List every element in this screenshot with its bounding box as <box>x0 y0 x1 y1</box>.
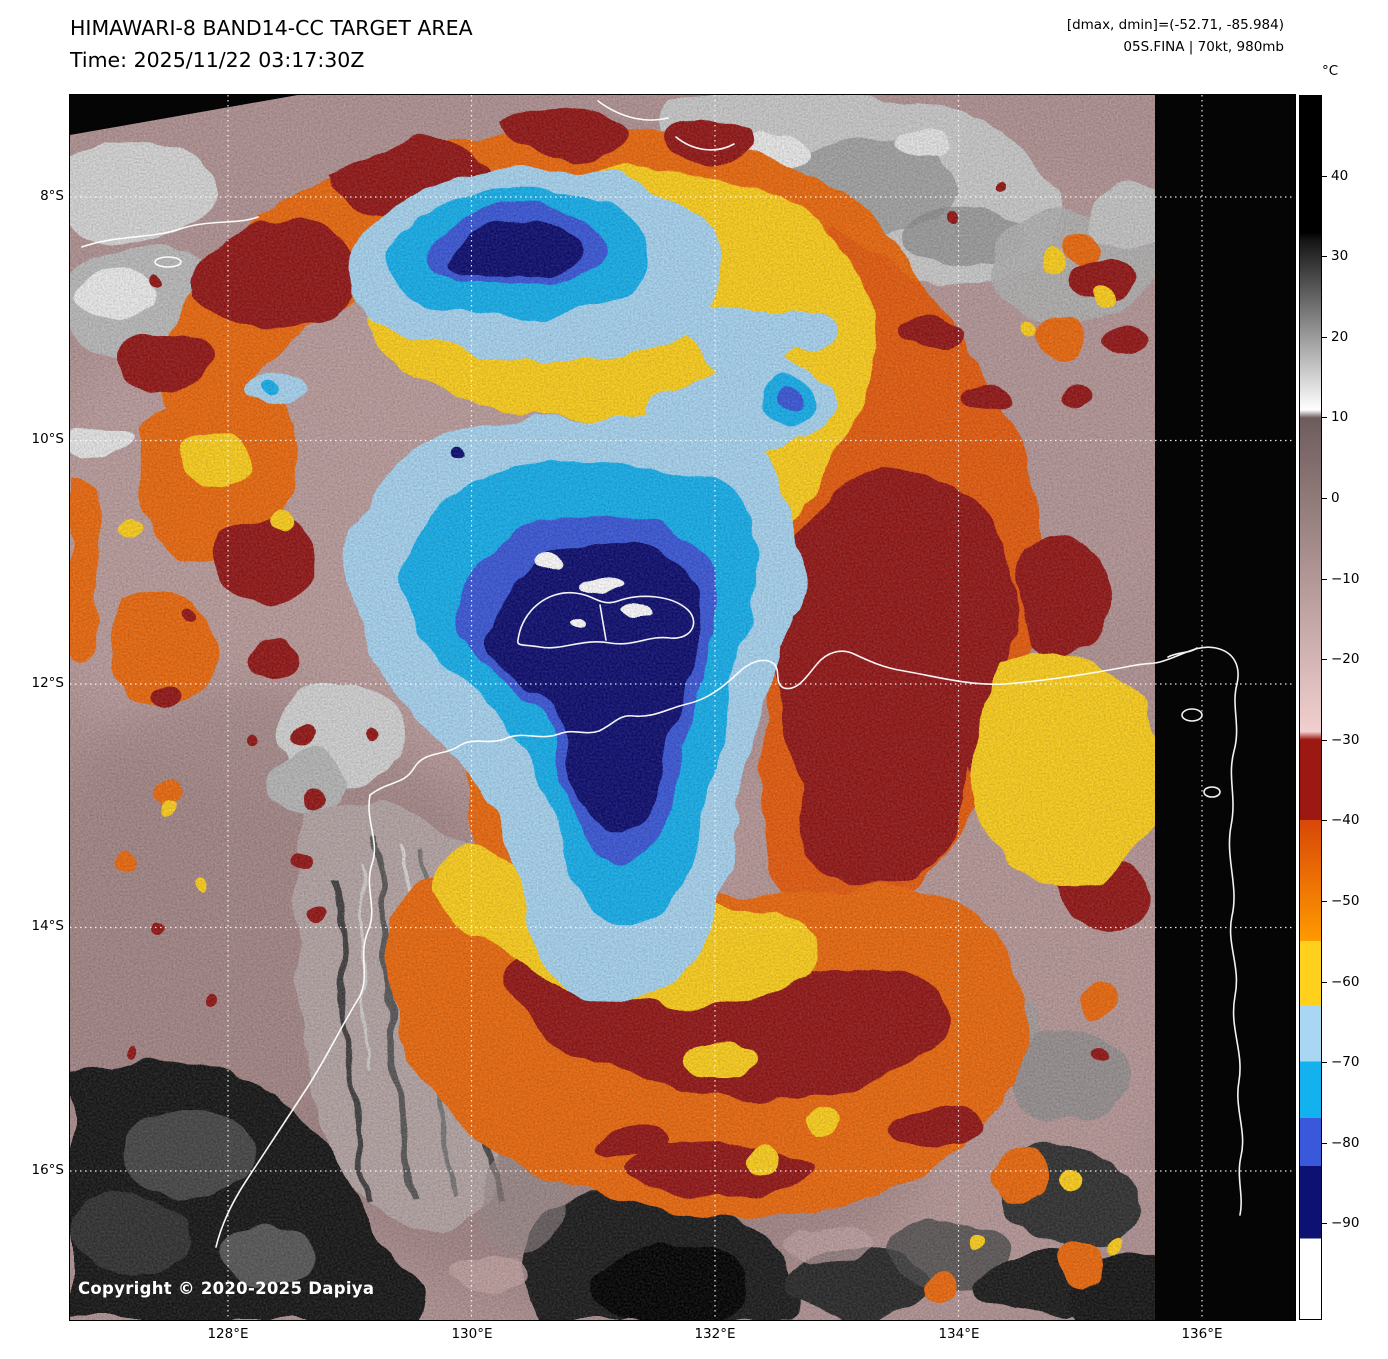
timestamp-label: Time: 2025/11/22 03:17:30Z <box>70 48 365 72</box>
colorbar-tick-label: −30 <box>1331 732 1360 748</box>
x-axis-tick-label: 136°E <box>1181 1326 1223 1342</box>
dmax-dmin-annotation: [dmax, dmin]=(-52.71, -85.984) <box>1066 17 1284 33</box>
colorbar-tick-label: 40 <box>1331 168 1349 184</box>
y-axis-tick-label: 14°S <box>31 918 65 934</box>
coastlines <box>81 100 1244 1248</box>
colorbar-unit-label: °C <box>1322 63 1339 79</box>
x-axis-tick-label: 134°E <box>938 1326 980 1342</box>
grain-light <box>70 95 1155 1320</box>
colorbar-tickmark <box>1322 337 1327 338</box>
colorbar-tickmark <box>1322 1143 1327 1144</box>
colorbar-tick-label: 20 <box>1331 329 1349 345</box>
colorbar-tickmark <box>1322 1062 1327 1063</box>
colorbar-tick-label: −50 <box>1331 893 1360 909</box>
colorbar-tickmark <box>1322 901 1327 902</box>
copyright-watermark: Copyright © 2020-2025 Dapiya <box>78 1279 375 1298</box>
satellite-map-area: Copyright © 2020-2025 Dapiya <box>69 94 1296 1321</box>
y-axis-tick-label: 12°S <box>31 675 65 691</box>
colorbar-tick-label: −60 <box>1331 974 1360 990</box>
colorbar-tick-label: −10 <box>1331 571 1360 587</box>
colorbar-tickmark <box>1322 659 1327 660</box>
colorbar-tickmark <box>1322 1223 1327 1224</box>
colorbar-gradient <box>1300 96 1321 1319</box>
colorbar-tick-label: −20 <box>1331 651 1360 667</box>
y-axis-tick-label: 10°S <box>31 431 65 447</box>
colorbar-tickmark <box>1322 176 1327 177</box>
y-axis-tick-label: 16°S <box>31 1162 65 1178</box>
colorbar-tick-label: 30 <box>1331 248 1349 264</box>
colorbar-tick-label: 0 <box>1331 490 1340 506</box>
colorbar-tickmark <box>1322 982 1327 983</box>
x-axis-tick-label: 132°E <box>694 1326 736 1342</box>
colorbar-tickmark <box>1322 256 1327 257</box>
page-title: HIMAWARI-8 BAND14-CC TARGET AREA <box>70 16 473 40</box>
colorbar-tick-label: −70 <box>1331 1054 1360 1070</box>
colorbar-tick-label: −90 <box>1331 1215 1360 1231</box>
satellite-imagery <box>70 95 1295 1320</box>
x-axis-tick-label: 130°E <box>451 1326 493 1342</box>
graticule-gridlines <box>70 95 1295 1320</box>
storm-info-annotation: 05S.FINA | 70kt, 980mb <box>1123 39 1284 55</box>
data-region <box>70 95 1155 1320</box>
colorbar-tick-label: −80 <box>1331 1135 1360 1151</box>
colorbar-tickmark <box>1322 579 1327 580</box>
colorbar-tick-label: 10 <box>1331 409 1349 425</box>
y-axis-tick-label: 8°S <box>40 188 64 204</box>
colorbar-tickmark <box>1322 498 1327 499</box>
x-axis-tick-label: 128°E <box>207 1326 249 1342</box>
colorbar-tick-label: −40 <box>1331 812 1360 828</box>
colorbar-tickmark <box>1322 820 1327 821</box>
colorbar-tickmark <box>1322 740 1327 741</box>
colorbar-tickmark <box>1322 417 1327 418</box>
colorbar <box>1299 95 1322 1320</box>
